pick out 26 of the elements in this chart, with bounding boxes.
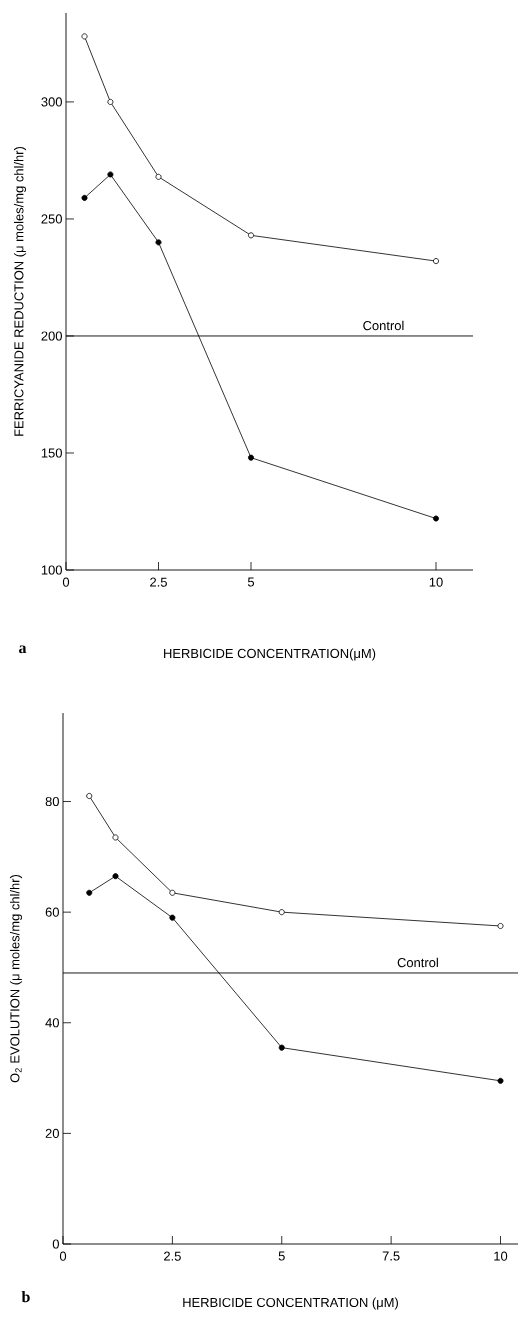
x-tick-label: 5	[278, 1251, 285, 1261]
y-tick-label: 300	[41, 97, 62, 107]
y-tick-label: 200	[41, 331, 62, 341]
x-axis-title: HERBICIDE CONCENTRATION (μM)	[183, 1297, 398, 1310]
x-tick-label: 0	[62, 577, 70, 587]
y-tick-label: 250	[41, 214, 62, 224]
y-tick-label: 60	[45, 907, 59, 917]
ref-line-label: Control	[397, 957, 438, 968]
x-tick-label: 7.5	[382, 1251, 400, 1261]
x-axis-title: HERBICIDE CONCENTRATION(μM)	[164, 648, 376, 661]
text: b	[21, 1290, 30, 1303]
x-tick-label: 5	[247, 577, 255, 587]
y-axis-title: FERRICYANIDE REDUCTION (μ moles/mg chl/hr)	[13, 146, 27, 436]
x-tick-label: 10	[494, 1251, 508, 1261]
y-tick-label: 0	[52, 1239, 59, 1249]
ref-line-label: Control	[363, 320, 404, 331]
y-tick-label: 150	[41, 448, 62, 458]
y-tick-label: 40	[45, 1018, 59, 1028]
y-tick-label: 80	[45, 796, 59, 807]
x-tick-label: 2.5	[164, 1251, 181, 1261]
x-tick-label: 2.5	[150, 577, 167, 587]
y-tick-label: 20	[45, 1128, 59, 1138]
y-axis-title: O$_{2}$ EVOLUTION (μ moles/mg chl/hr)	[9, 874, 23, 1083]
text: a	[19, 645, 27, 654]
x-tick-label: 10	[429, 577, 443, 587]
y-tick-label: 100	[41, 565, 62, 575]
